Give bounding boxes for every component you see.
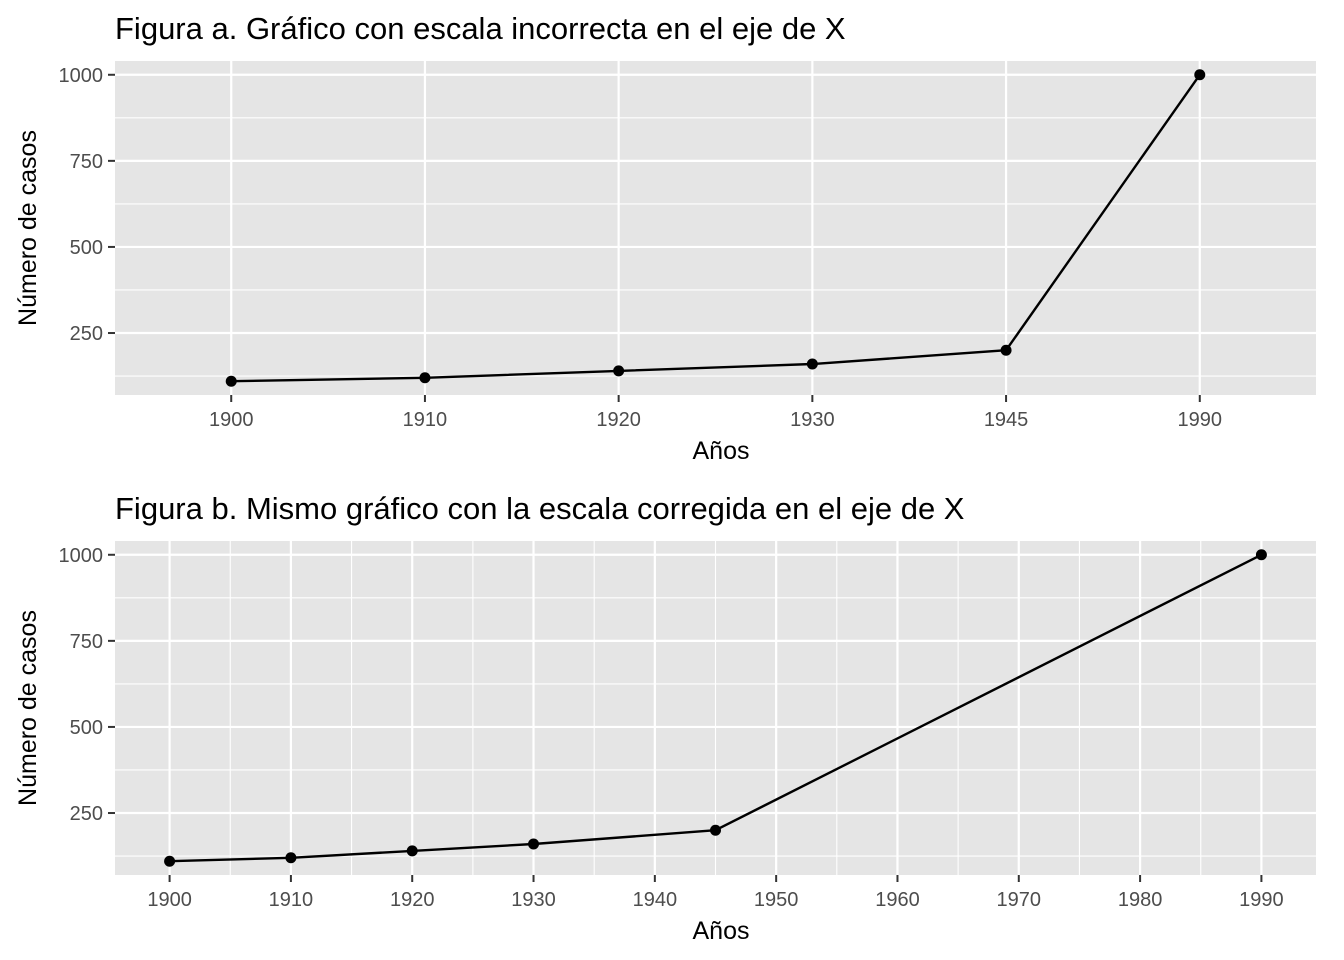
chart-b-x-tick-label: 1980	[1118, 889, 1163, 911]
chart-a-data-point	[1194, 69, 1206, 81]
chart-b-data-point	[164, 855, 176, 867]
chart-a-y-tick-label: 500	[70, 237, 103, 259]
chart-b-x-tick-label: 1960	[875, 889, 920, 911]
chart-b-y-axis-title: Número de casos	[14, 610, 42, 806]
chart-a-data-point	[806, 358, 818, 370]
chart-b-title: Figura b. Mismo gráfico con la escala co…	[115, 491, 965, 526]
chart-b-data-point	[406, 845, 418, 857]
chart-a-x-axis-title: Años	[693, 437, 750, 465]
chart-b: 250 500 750 1000 1900 1910 1920 1930 1940 1950 196…	[59, 541, 1316, 911]
chart-a-panel	[115, 61, 1316, 395]
chart-b-x-tick-label: 1920	[390, 889, 435, 911]
chart-a-x-tick-label: 1900	[209, 409, 254, 431]
chart-a-series-line	[231, 74, 1201, 383]
chart-b-x-tick-label: 1950	[754, 889, 799, 911]
chart-b-data-point	[710, 824, 721, 836]
chart-a-y-tick-label: 750	[70, 151, 103, 173]
chart-b-data-point	[528, 838, 540, 850]
chart-a-y-tick-label: 1000	[59, 65, 104, 87]
chart-a: 250 500 750 1000 1900 1910 1920 1930 1945 1990	[59, 61, 1316, 431]
chart-a-x-tick-label: 1920	[596, 409, 641, 431]
chart-b-y-tick-label: 250	[70, 803, 103, 825]
chart-a-y-axis-title: Número de casos	[14, 130, 42, 326]
chart-a-title: Figura a. Gráfico con escala incorrecta …	[115, 11, 846, 46]
chart-b-x-tick-label: 1930	[511, 889, 556, 911]
chart-b-x-tick-label: 1910	[269, 889, 314, 911]
chart-a-x-tick-label: 1945	[984, 409, 1029, 431]
chart-a-data-point	[225, 375, 237, 387]
chart-b-data-point	[1255, 549, 1267, 561]
chart-a-x-tick-label: 1930	[790, 409, 835, 431]
chart-b-series-line	[169, 553, 1262, 863]
chart-b-x-axis-title: Años	[693, 917, 750, 945]
chart-a-data-point	[613, 365, 625, 377]
chart-b-y-tick-label: 1000	[59, 545, 104, 567]
chart-b-x-tick-label: 1970	[997, 889, 1042, 911]
chart-a-y-tick-label: 250	[70, 323, 103, 345]
chart-a-x-tick-label: 1910	[403, 409, 448, 431]
chart-b-x-tick-label: 1900	[147, 889, 192, 911]
chart-a-data-point	[419, 372, 431, 384]
chart-a-x-tick-label: 1990	[1178, 409, 1223, 431]
chart-b-y-tick-label: 500	[70, 717, 103, 739]
chart-b-data-point	[285, 852, 297, 864]
chart-b-x-tick-label: 1990	[1239, 889, 1284, 911]
chart-b-x-tick-label: 1940	[633, 889, 678, 911]
chart-a-data-point	[1000, 344, 1012, 356]
chart-b-y-tick-label: 750	[70, 631, 103, 653]
